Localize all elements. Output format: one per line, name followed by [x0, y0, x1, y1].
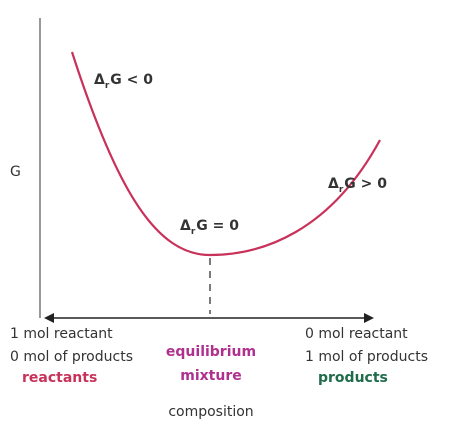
- curve-label: ΔrG > 0: [328, 176, 387, 195]
- curve-label: ΔrG = 0: [180, 218, 239, 237]
- delta: Δ: [328, 176, 339, 192]
- subscript: r: [105, 81, 110, 91]
- middle-line2: mixture: [180, 368, 241, 384]
- subscript: r: [339, 185, 344, 195]
- gibbs-curve: [70, 51, 381, 257]
- relation: G = 0: [196, 218, 239, 234]
- right-tag: products: [318, 370, 388, 386]
- delta: Δ: [180, 218, 191, 234]
- right-line2: 1 mol of products: [305, 349, 428, 365]
- left-tag: reactants: [22, 370, 97, 386]
- left-line2: 0 mol of products: [10, 349, 133, 365]
- subscript: r: [191, 227, 196, 237]
- relation: G < 0: [110, 72, 153, 88]
- left-line1: 1 mol reactant: [10, 326, 113, 342]
- delta: Δ: [94, 72, 105, 88]
- relation: G > 0: [344, 176, 387, 192]
- x-label: composition: [168, 404, 253, 420]
- curve-label: ΔrG < 0: [94, 72, 153, 91]
- right-line1: 0 mol reactant: [305, 326, 408, 342]
- axis-label: G: [10, 164, 21, 180]
- middle-line1: equilibrium: [166, 344, 256, 360]
